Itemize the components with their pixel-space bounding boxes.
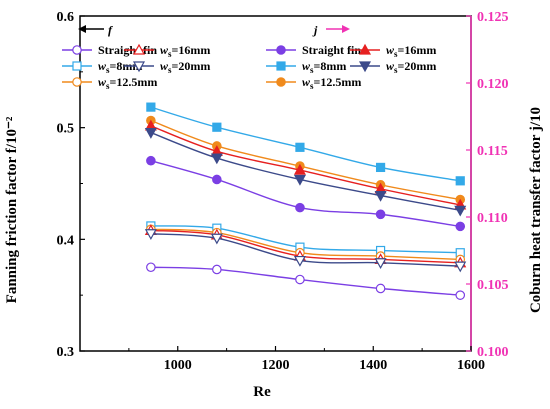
j-point-0-4 xyxy=(455,221,466,232)
y-axis-left-label: Fanning friction factor f/10⁻² xyxy=(4,116,20,303)
f-legend-item-1-label: ws=16mm xyxy=(160,43,210,59)
j-legend-header: j xyxy=(312,23,318,37)
j-point-0-2 xyxy=(295,202,305,213)
j-point-1-2 xyxy=(295,142,305,152)
f-line-2 xyxy=(150,228,461,261)
f-series-0 xyxy=(146,262,466,300)
j-point-0-3 xyxy=(375,209,386,220)
f-point-4-3 xyxy=(374,258,387,270)
j-legend-item-4: ws=12.5mm xyxy=(266,75,361,91)
f-point-0-0 xyxy=(146,262,156,273)
j-point-0-0 xyxy=(146,155,156,166)
j-series-2 xyxy=(146,115,466,205)
axis-ticks: 1000 1200 1400 1600 0.3 0.4 0.5 0.6 0.100 0.105 0.… xyxy=(57,10,509,373)
y-left-tick-label: 0.3 xyxy=(57,345,75,360)
j-legend-item-2-marker xyxy=(276,61,286,71)
j-point-4-2 xyxy=(293,174,306,186)
j-series-0 xyxy=(146,155,466,232)
j-series-4 xyxy=(144,127,467,217)
y-right-tick-label: 0.125 xyxy=(477,10,509,25)
j-point-1-0 xyxy=(146,102,156,112)
f-legend-header: f xyxy=(108,23,113,37)
x-axis-label: Re xyxy=(253,384,271,400)
x-tick-label: 1400 xyxy=(359,358,387,373)
j-legend-arrowhead xyxy=(342,25,350,33)
j-legend-item-4-marker xyxy=(276,77,286,87)
f-legend-item-1-marker xyxy=(132,43,146,55)
j-legend-item-0-label: Straight fin xyxy=(302,43,361,57)
f-point-4-4 xyxy=(454,261,467,273)
j-line-3 xyxy=(150,125,461,206)
f-series-1 xyxy=(146,221,465,258)
f-legend-item-4: ws=12.5mm xyxy=(62,75,157,91)
j-legend-item-1: ws=16mm xyxy=(350,43,436,59)
x-tick-label: 1000 xyxy=(164,358,192,373)
j-point-3-2 xyxy=(293,163,306,175)
f-legend-item-0-marker xyxy=(72,45,82,55)
j-point-4-0 xyxy=(144,127,157,139)
f-point-0-1 xyxy=(212,264,222,275)
f-legend-item-3: ws=20mm xyxy=(124,59,210,75)
f-legend-item-3-marker xyxy=(132,61,146,73)
f-legend-item-2-marker xyxy=(72,61,82,71)
j-legend-item-3-label: ws=20mm xyxy=(386,59,436,75)
f-legend-item-2: ws=8mm xyxy=(62,59,142,75)
f-legend-item-4-marker xyxy=(72,77,82,87)
j-point-1-3 xyxy=(375,162,386,173)
f-legend-item-3-label: ws=20mm xyxy=(160,59,210,75)
f-series-2 xyxy=(146,224,466,265)
j-legend-item-3-marker xyxy=(358,61,372,73)
j-point-0-1 xyxy=(212,174,222,185)
j-legend-item-1-label: ws=16mm xyxy=(386,43,436,59)
j-series-3 xyxy=(144,119,467,210)
j-point-1-1 xyxy=(212,122,222,132)
j-legend-item-0-marker xyxy=(276,45,286,55)
j-legend-item-0: Straight fin xyxy=(266,43,361,57)
series-layer xyxy=(144,102,467,300)
j-line-2 xyxy=(150,119,461,201)
y-left-tick-label: 0.6 xyxy=(57,10,75,25)
f-legend-arrowhead xyxy=(78,25,86,33)
j-line-0 xyxy=(150,160,461,228)
f-legend-item-4-label: ws=12.5mm xyxy=(98,75,157,91)
j-point-4-1 xyxy=(210,153,223,165)
j-legend-item-3: ws=20mm xyxy=(350,59,436,75)
f-line-1 xyxy=(150,225,461,254)
y-right-tick-label: 0.110 xyxy=(477,211,508,226)
f-legend-item-1: ws=16mm xyxy=(124,43,210,59)
y-axis-right-label: Coburn heat transfer factor j/10 xyxy=(528,107,544,313)
f-series-4 xyxy=(144,229,467,273)
j-point-1-4 xyxy=(455,176,465,186)
j-legend-item-2: ws=8mm xyxy=(266,59,346,75)
j-legend-item-1-marker xyxy=(358,43,372,55)
j-series-1 xyxy=(146,102,465,186)
j-point-4-4 xyxy=(454,205,467,217)
f-point-0-3 xyxy=(375,283,386,294)
f-line-0 xyxy=(150,266,461,296)
y-left-tick-label: 0.5 xyxy=(57,122,75,137)
j-point-4-3 xyxy=(374,190,387,202)
x-tick-label: 1600 xyxy=(457,358,485,373)
x-tick-label: 1200 xyxy=(262,358,290,373)
f-point-4-1 xyxy=(210,233,223,245)
y-right-tick-label: 0.120 xyxy=(477,77,509,92)
j-legend-item-4-label: ws=12.5mm xyxy=(302,75,361,91)
f-point-4-0 xyxy=(144,229,157,240)
y-right-tick-label: 0.115 xyxy=(477,144,508,159)
y-right-tick-label: 0.100 xyxy=(477,345,509,360)
f-point-0-4 xyxy=(455,290,466,300)
y-right-tick-label: 0.105 xyxy=(477,278,509,293)
f-point-4-2 xyxy=(293,255,306,267)
y-left-tick-label: 0.4 xyxy=(57,233,75,248)
j-legend-item-2-label: ws=8mm xyxy=(302,59,346,75)
f-point-0-2 xyxy=(295,274,305,285)
